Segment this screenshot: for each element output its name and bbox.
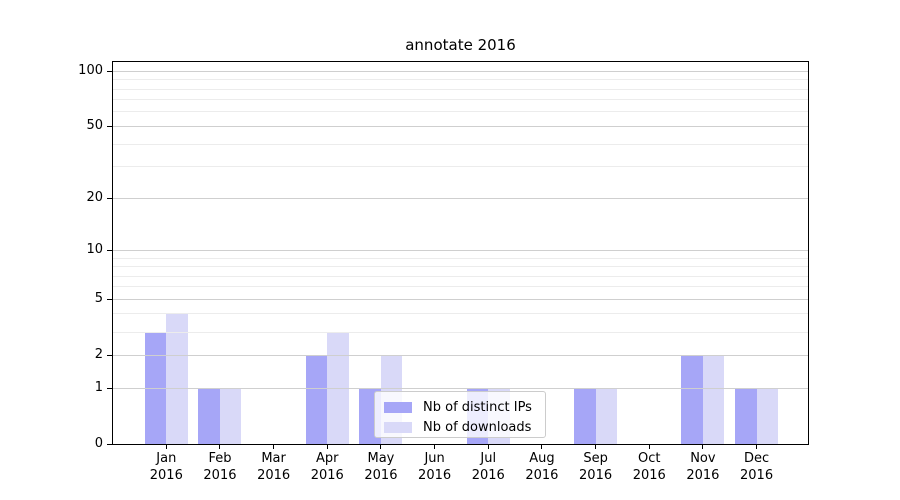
gridline-major [113,197,808,199]
y-tick-label: 5 [94,291,103,307]
y-tick-label: 2 [94,347,103,363]
gridline-minor [113,143,808,145]
x-tick-label: Sep 2016 [579,451,613,483]
x-tick-label: Apr 2016 [310,451,344,483]
x-tick-mark [595,445,597,449]
x-tick-label: Jan 2016 [149,451,183,483]
x-tick-mark [648,445,650,449]
bars-layer [113,62,808,444]
x-tick-mark [165,445,167,449]
x-tick-label: Dec 2016 [740,451,774,483]
y-tick-mark [107,387,112,389]
legend-swatch-downloads-icon [384,422,412,433]
gridline-minor [113,166,808,168]
bar-downloads [219,388,242,444]
gridline-major [113,125,808,127]
x-tick-mark [434,445,436,449]
y-tick-mark [107,443,112,445]
legend-item-downloads: Nb of downloads [384,419,536,436]
bar-distinct-ips [735,388,757,444]
y-tick-mark [107,249,112,251]
y-tick-mark [107,298,112,300]
plot-area: Nb of distinct IPs Nb of downloads [112,61,809,445]
x-tick-mark [487,445,489,449]
bar-distinct-ips [574,388,596,444]
bar-distinct-ips [681,355,703,444]
grid-layer [113,62,808,444]
gridline-major [113,354,808,356]
x-tick-mark [702,445,704,449]
bar-downloads [166,313,188,444]
bar-distinct-ips [198,388,220,444]
x-tick-mark [756,445,758,449]
legend-label-downloads: Nb of downloads [423,420,532,435]
x-tick-label: Jul 2016 [471,451,505,483]
y-tick-mark [107,125,112,127]
gridline-minor [113,99,808,101]
x-tick-mark [326,445,328,449]
bar-downloads [595,388,618,444]
y-tick-label: 0 [94,436,103,451]
gridline-minor [113,313,808,315]
gridline-major [113,70,808,72]
y-tick-label: 50 [86,118,103,134]
bar-downloads [756,388,779,444]
y-tick-label: 20 [86,190,103,206]
legend-label-distinct-ips: Nb of distinct IPs [423,400,532,415]
gridline-minor [113,331,808,333]
legend-item-distinct-ips: Nb of distinct IPs [384,399,536,416]
bar-distinct-ips [305,355,328,444]
gridline-minor [113,111,808,113]
y-tick-mark [107,70,112,72]
y-tick-label: 100 [78,63,103,79]
gridline-minor [113,275,808,277]
x-tick-label: Jun 2016 [418,451,452,483]
x-tick-label: May 2016 [364,451,398,483]
x-tick-label: Nov 2016 [686,451,720,483]
x-tick-mark [541,445,543,449]
chart-title: annotate 2016 [405,36,516,54]
legend: Nb of distinct IPs Nb of downloads [374,391,546,438]
x-tick-mark [380,445,382,449]
legend-swatch-distinct-ips-icon [384,402,412,413]
bar-downloads [702,355,725,444]
gridline-minor [113,257,808,259]
x-tick-mark [219,445,221,449]
y-tick-mark [107,197,112,199]
y-tick-label: 1 [94,380,103,395]
gridline-minor [113,266,808,267]
gridline-major [113,387,808,389]
y-tick-label: 10 [86,242,103,258]
gridline-major [113,249,808,251]
x-tick-mark [273,445,275,449]
x-tick-label: Mar 2016 [257,451,291,483]
y-tick-mark [107,354,112,356]
gridline-minor [113,79,808,81]
gridline-minor [113,286,808,288]
gridline-major [113,298,808,300]
x-tick-label: Oct 2016 [632,451,666,483]
gridline-minor [113,88,808,90]
x-tick-label: Feb 2016 [203,451,237,483]
x-tick-label: Aug 2016 [525,451,559,483]
